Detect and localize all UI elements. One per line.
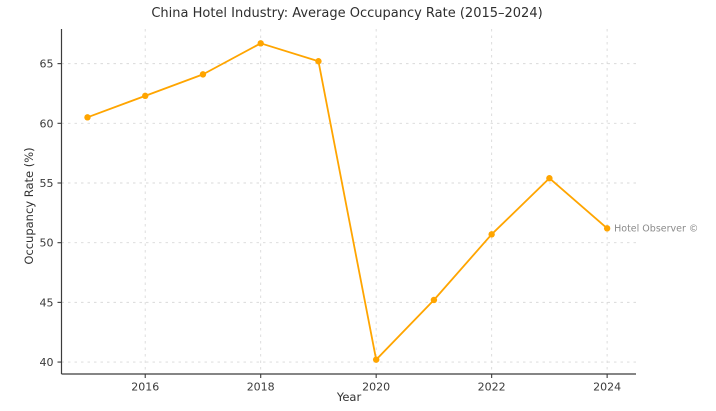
data-point-2017 — [199, 71, 207, 78]
occupancy-rate-line — [86, 42, 609, 361]
data-point-2024 — [603, 225, 611, 232]
data-point-2015 — [84, 114, 91, 121]
data-point-2019 — [315, 58, 322, 65]
data-point-2020 — [372, 356, 380, 363]
x-axis-label: Year — [336, 390, 362, 404]
data-point-2018 — [257, 40, 264, 47]
x-tick-label: 2024 — [593, 381, 621, 394]
y-tick-label: 55 — [40, 177, 54, 190]
x-tick-label: 2020 — [362, 381, 390, 394]
chart-title: China Hotel Industry: Average Occupancy … — [151, 6, 543, 21]
data-point-2023 — [546, 175, 553, 182]
y-tick-label: 65 — [40, 58, 54, 71]
x-tick-label: 2022 — [478, 381, 506, 394]
y-tick-label: 45 — [40, 296, 54, 309]
y-tick-label: 50 — [40, 237, 54, 250]
data-point-2021 — [430, 296, 438, 304]
y-tick-label: 40 — [40, 356, 54, 369]
y-tick-label: 60 — [40, 117, 54, 130]
x-tick-label: 2016 — [131, 381, 159, 394]
data-point-2022 — [488, 231, 495, 238]
watermark-annotation: Hotel Observer © — [614, 223, 699, 235]
x-tick-label: 2018 — [247, 381, 275, 394]
y-axis-label: Occupancy Rate (%) — [22, 147, 36, 265]
data-point-2016 — [142, 92, 149, 100]
